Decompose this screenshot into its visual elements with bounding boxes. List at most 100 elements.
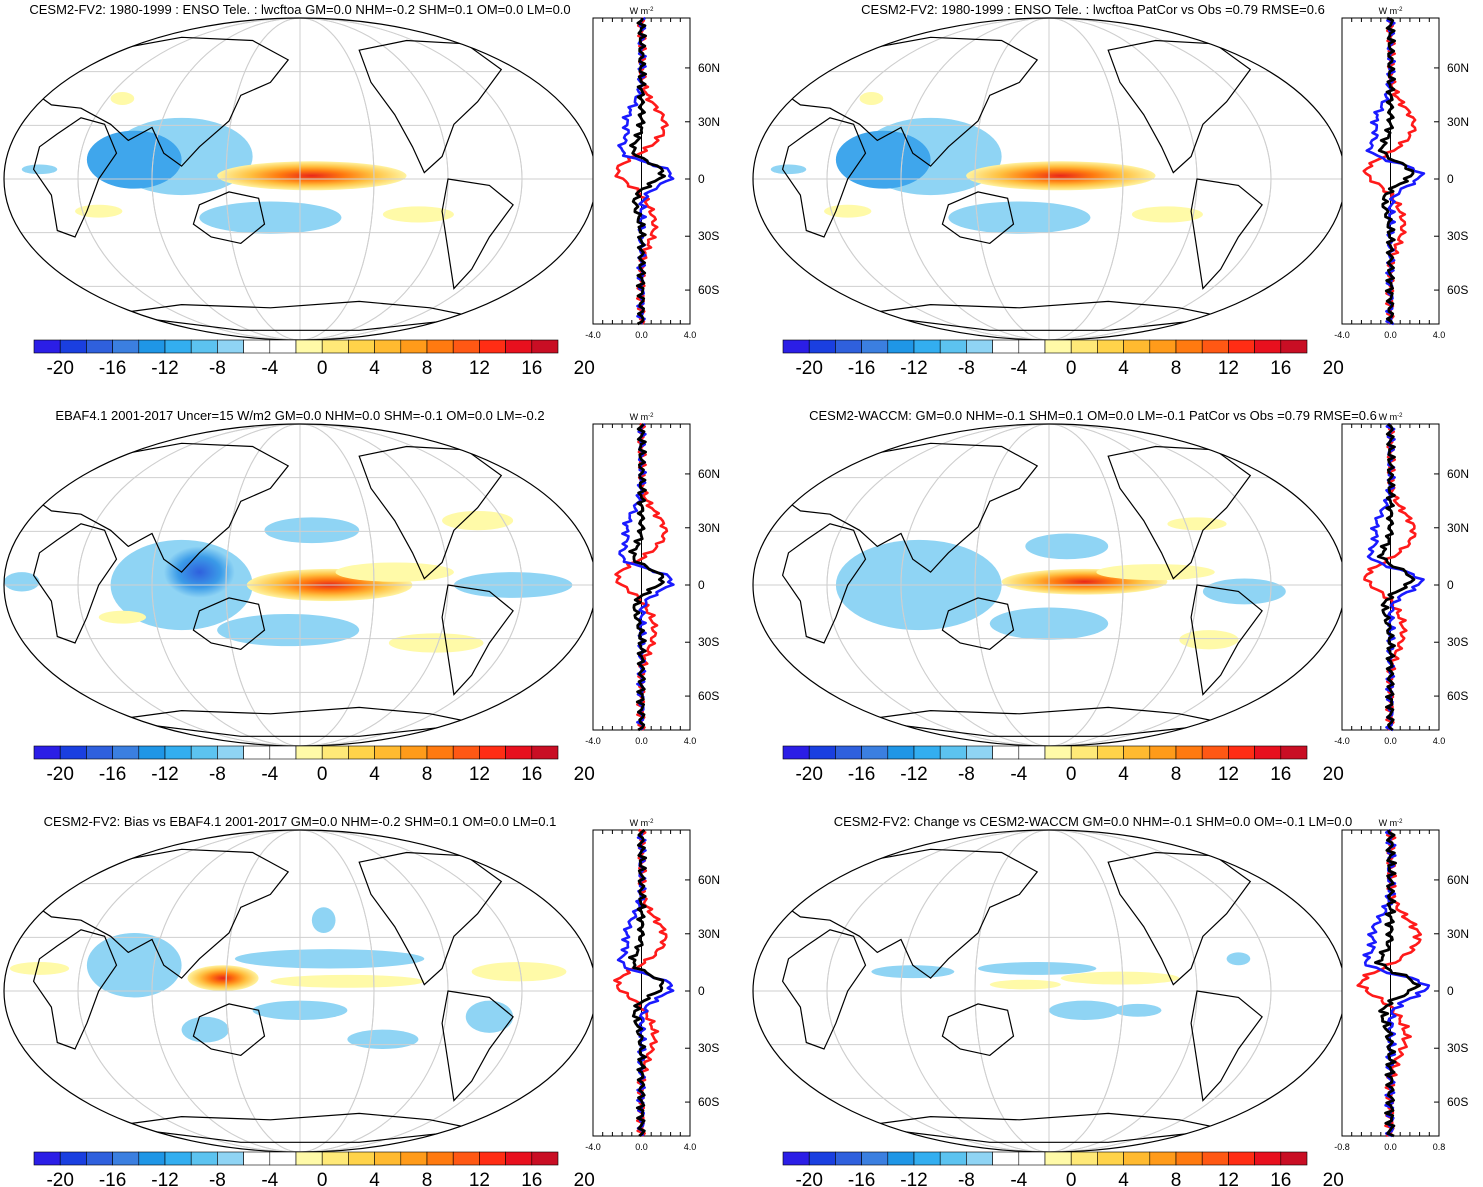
colorbar-swatch: [505, 1151, 533, 1166]
coastline-antarctica: [859, 1112, 1227, 1143]
colorbar-label: 16: [1270, 764, 1291, 785]
colorbar-swatch: [426, 745, 454, 760]
colorbar-label: 4: [1118, 764, 1129, 785]
anomaly-region: [1226, 952, 1251, 966]
coastline-africa: [32, 117, 118, 238]
colorbar-swatch: [1018, 1151, 1046, 1166]
colorbar-label: 8: [422, 1170, 433, 1187]
colorbar-swatch: [269, 745, 297, 760]
zonal-lat-label: 60N: [1447, 873, 1469, 887]
colorbar-swatch: [1097, 339, 1124, 354]
panel-c: EBAF4.1 2001-2017 Uncer=15 W/m2 GM=0.0 N…: [3, 408, 720, 785]
map: [3, 829, 597, 1153]
colorbar-label: 8: [1171, 764, 1182, 785]
colorbar-label: 12: [1218, 764, 1239, 785]
zonal-unit-exponent: -2: [648, 413, 654, 419]
zonal-lat-label: 60S: [698, 689, 719, 703]
colorbar-swatch: [1044, 745, 1072, 760]
anomaly-region: [187, 965, 259, 991]
zonal-x-label: -4.0: [1334, 330, 1350, 340]
anomaly-region: [75, 204, 123, 218]
zonal-unit: W m-2: [1379, 412, 1403, 422]
colorbar-swatch: [112, 1151, 140, 1166]
colorbar-swatch: [531, 339, 559, 354]
colorbar-label: -12: [900, 764, 927, 785]
colorbar-swatch: [992, 745, 1020, 760]
zonal-mean-plot: W m-2 60N 30N 0 30S 60S -4.0 0.0 4.0: [1334, 6, 1469, 340]
panel-title: CESM2-WACCM: GM=0.0 NHM=-0.1 SHM=0.1 OM=…: [809, 408, 1377, 423]
coastline-australia: [941, 191, 1015, 245]
colorbar-swatch: [1044, 1151, 1072, 1166]
colorbar-swatch: [808, 1151, 836, 1166]
coastline-africa: [781, 523, 867, 644]
zonal-lat-label: 60N: [1447, 467, 1469, 481]
anomaly-region: [835, 130, 931, 189]
zonal-lat-label: 30S: [1447, 229, 1468, 243]
colorbar-swatch: [348, 1151, 375, 1166]
colorbar-label: 16: [521, 1170, 542, 1187]
colorbar-swatch: [295, 339, 323, 354]
zonal-lat-label: 0: [1447, 172, 1454, 186]
colorbar-label: 4: [369, 1170, 380, 1187]
anomaly-region: [465, 1000, 514, 1033]
colorbar-swatch: [190, 1151, 218, 1166]
colorbar-swatch: [138, 745, 166, 760]
coastline-australia: [192, 597, 266, 651]
anomaly-region: [966, 161, 1156, 191]
colorbar-swatch: [190, 745, 218, 760]
colorbar-swatch: [808, 745, 836, 760]
colorbar-swatch: [861, 745, 889, 760]
zonal-unit: W m-2: [1379, 818, 1403, 828]
zonal-lat-label: 30N: [698, 927, 720, 941]
colorbar-swatch: [505, 339, 533, 354]
colorbar-label: 12: [469, 358, 490, 379]
map: [752, 423, 1346, 747]
anomaly-region: [1049, 1000, 1121, 1020]
colorbar-swatch: [33, 339, 61, 354]
colorbar-label: -8: [209, 358, 226, 379]
anomaly-region: [442, 510, 514, 531]
colorbar-swatch: [400, 745, 428, 760]
coastline-europeAsia: [32, 36, 290, 167]
panel-a: CESM2-FV2: 1980-1999 : ENSO Tele. : lwcf…: [3, 2, 720, 379]
colorbar-swatch: [479, 745, 506, 760]
colorbar-swatch: [939, 1151, 967, 1166]
colorbar-swatch: [939, 339, 967, 354]
zonal-x-label: -4.0: [1334, 736, 1350, 746]
colorbar-swatch: [217, 745, 244, 760]
coastline-europeAsia: [781, 848, 1039, 979]
graticule-meridian: [974, 830, 1124, 1152]
colorbar-swatch: [190, 339, 218, 354]
colorbar-label: 20: [574, 358, 595, 379]
colorbar-swatch: [1018, 745, 1046, 760]
anomaly-region: [977, 962, 1097, 975]
colorbar-swatch: [887, 339, 915, 354]
zonal-lat-label: 0: [698, 984, 705, 998]
anomaly-region: [21, 164, 58, 175]
colorbar-label: -20: [46, 764, 73, 785]
zonal-curve-black: [629, 17, 666, 326]
anomaly-region: [234, 949, 425, 969]
colorbar-label: 12: [469, 1170, 490, 1187]
colorbar-swatch: [138, 339, 166, 354]
zonal-lat-label: 0: [698, 172, 705, 186]
colorbar-label: -12: [900, 1170, 927, 1187]
graticule-meridian: [974, 18, 1124, 340]
colorbar-swatch: [835, 339, 862, 354]
colorbar-swatch: [782, 745, 810, 760]
colorbar-swatch: [913, 745, 941, 760]
graticule-meridian: [225, 830, 375, 1152]
colorbar-label: -16: [848, 764, 875, 785]
map: [3, 423, 597, 747]
graticule-meridian: [225, 424, 375, 746]
colorbar-swatch: [295, 745, 323, 760]
zonal-unit: W m-2: [630, 818, 654, 828]
colorbar-label: 20: [574, 764, 595, 785]
colorbar-label: -8: [209, 764, 226, 785]
zonal-curve-black: [1376, 422, 1416, 732]
colorbar-swatch: [374, 745, 402, 760]
colorbar-swatch: [33, 745, 61, 760]
anomaly-region: [859, 92, 884, 105]
colorbar-swatch: [138, 1151, 166, 1166]
graticule-meridian: [826, 424, 1272, 746]
